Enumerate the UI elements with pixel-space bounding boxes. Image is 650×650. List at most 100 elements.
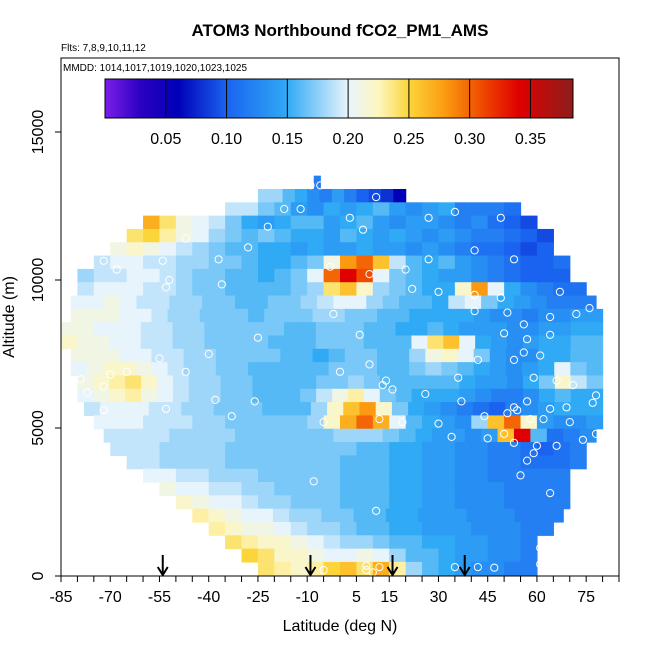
heatmap-cell [290,455,308,470]
heatmap-cell [317,428,335,443]
heatmap-cell [241,521,259,536]
sample-point [450,207,459,216]
heatmap-cell [471,242,489,257]
sample-point [585,304,594,313]
colorbar-tick-label: 0.05 [150,131,181,148]
heatmap-cell [159,228,177,243]
heatmap-cell [382,295,400,310]
heatmap-cell [471,415,489,430]
heatmap-cell [202,295,220,310]
heatmap-cell [267,295,285,310]
heatmap-cell [208,508,226,523]
heatmap-cell [389,535,407,550]
heatmap-cell [225,535,243,550]
heatmap-cell [248,308,265,323]
heatmap-cell [520,495,538,510]
heatmap-cell [323,455,341,470]
heatmap-cell [422,202,440,217]
heatmap-cell [257,535,275,550]
heatmap-cell [570,375,588,390]
heatmap-cell [471,495,489,510]
heatmap-cell [125,375,142,390]
heatmap-cell [284,375,301,390]
heatmap-cell [126,282,144,297]
heatmap-cell [405,468,423,483]
heatmap-cell [103,295,121,310]
x-tick-label: -70 [99,589,122,606]
heatmap-cell [241,202,259,217]
heatmap-cell [76,322,94,337]
heatmap-cell [307,215,325,230]
heatmap-cell [372,202,390,217]
heatmap-cell [208,442,226,456]
heatmap-cell [553,255,571,270]
sample-point [424,255,433,264]
heatmap-cell [299,322,317,337]
heatmap-cell [218,295,236,310]
sample-point [83,388,92,397]
heatmap-cell [252,388,269,403]
heatmap-cell [229,402,247,417]
heatmap-cell [411,322,428,337]
heatmap-cell [248,348,265,363]
heatmap-cell [427,322,444,337]
heatmap-cell [274,442,292,456]
heatmap-cell [215,348,233,363]
heatmap-cell [520,242,538,257]
heatmap-cell [372,242,390,257]
sample-point [572,309,581,319]
sample-point [546,489,555,498]
heatmap-cell [372,282,390,297]
heatmap-cell [409,308,426,323]
heatmap-cell [471,215,489,230]
heatmap-cell [389,495,407,510]
heatmap-cell [241,442,259,456]
sample-point [227,412,236,421]
heatmap-cell [323,255,341,270]
heatmap-cell [372,482,390,496]
heatmap-cell [464,295,482,310]
sample-point [375,563,384,572]
heatmap-cell [257,188,271,203]
heatmap-cell [487,228,505,243]
heatmap-cell [252,322,269,337]
heatmap-cell [202,428,220,443]
heatmap-cell [340,282,358,297]
heatmap-cell [513,295,531,310]
sample-point [539,415,548,424]
heatmap-cell [473,308,491,323]
heatmap-cell [489,362,507,377]
heatmap-cell [284,335,301,350]
sample-point [165,275,174,285]
heatmap-cell [349,295,367,310]
heatmap-cell [143,228,161,243]
heatmap-cell [454,561,472,576]
heatmap-cell [208,282,226,297]
heatmap-cell [305,508,322,523]
heatmap-cell [307,535,325,550]
heatmap-cell [236,388,254,403]
x-tick-label: 15 [380,589,398,606]
heatmap-cell [192,455,210,470]
heatmap-cell [475,388,492,403]
heatmap-cell [204,388,222,403]
heatmap-cell [172,375,190,390]
heatmap-cell [438,535,456,550]
heatmap-cell [340,415,358,430]
heatmap-cell [356,282,374,297]
heatmap-cell [487,468,505,483]
heatmap-cell [208,228,226,243]
heatmap-cell [248,362,265,377]
heatmap-cell [504,268,522,283]
heatmap-cell [323,228,341,243]
arrow-head [458,566,471,577]
heatmap-cell [83,402,101,417]
heatmap-cell [192,255,210,270]
heatmap-cell [487,455,505,470]
heatmap-cell [504,495,522,510]
heatmap-cell [536,255,554,270]
heatmap-cell [199,362,217,377]
heatmap-cell [454,415,472,430]
heatmap-cell [405,455,423,470]
heatmap-cell [257,282,275,297]
